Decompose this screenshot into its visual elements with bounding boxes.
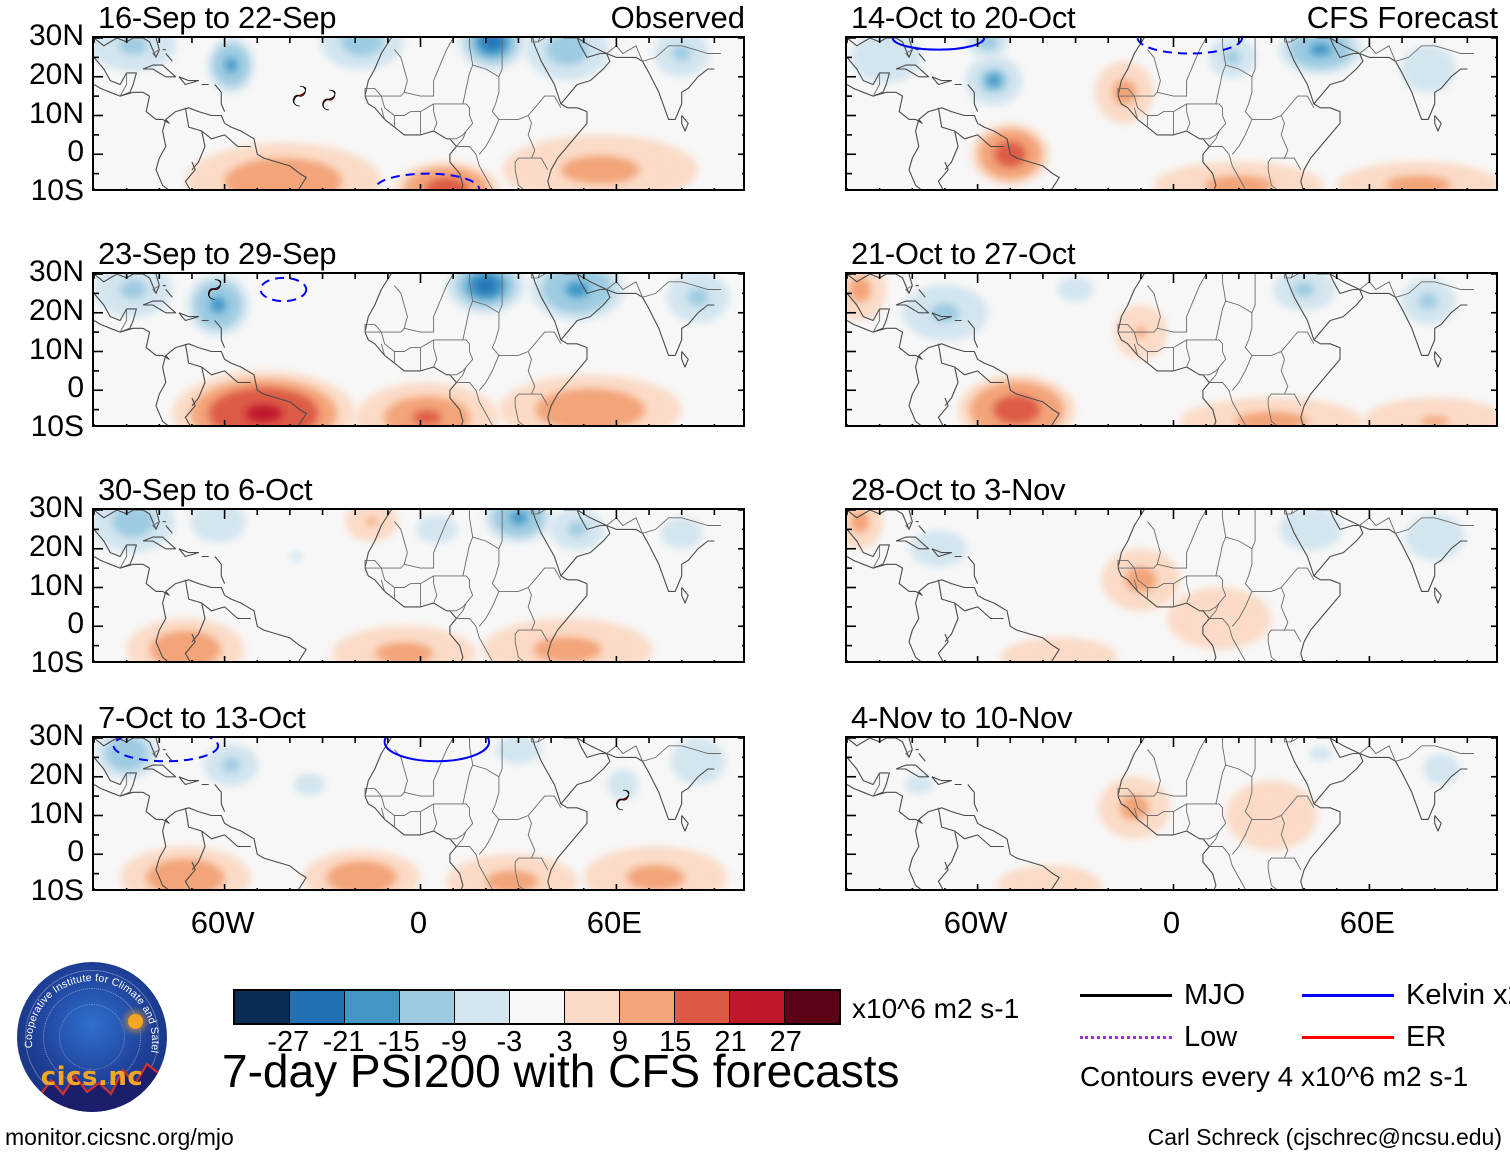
map-panel-8: [845, 736, 1498, 891]
colorbar-segment-2: [345, 991, 400, 1023]
legend-label: MJO: [1184, 979, 1246, 1011]
contour-interval-note: Contours every 4 x10^6 m2 s-1: [1080, 1061, 1469, 1092]
y-axis-labels-row-0: 30N 20N 10N 0 10S: [0, 21, 84, 206]
logo-arc-core: [59, 1004, 125, 1070]
logo-ring-text: Cooperative Institute for Climate and Sa…: [17, 962, 161, 1054]
svg-text:Cooperative Institute for Clim: Cooperative Institute for Climate and Sa…: [17, 962, 161, 1054]
colorbar-tick-1: -21: [322, 1026, 365, 1058]
colorbar: [233, 989, 841, 1025]
y-tick-label: 10S: [30, 174, 84, 207]
x-axis-labels-right: 60W 0 60E: [845, 907, 1498, 947]
colorbar-segment-7: [620, 991, 675, 1023]
y-tick-label: 10N: [28, 568, 84, 602]
legend-swatch-line: [1302, 1036, 1394, 1039]
footer-url[interactable]: monitor.cicsnc.org/mjo: [5, 1124, 234, 1150]
y-axis-labels-row-2: 30N 20N 10N 0 10S: [0, 493, 84, 678]
legend-swatch-line: [1080, 1036, 1172, 1039]
colorbar-segment-9: [730, 991, 785, 1023]
legend-swatch-line: [1302, 994, 1394, 997]
x-axis-labels-left: 60W 0 60E: [92, 907, 745, 947]
wave-legend: MJO Kelvin x2 Low ER: [1080, 979, 1510, 1060]
y-tick-label: 20N: [28, 529, 84, 563]
colorbar-tick-8: 21: [714, 1026, 747, 1058]
y-tick-label: 10S: [30, 874, 84, 907]
y-tick-label: 20N: [28, 57, 84, 91]
map-panel-1: [92, 36, 745, 191]
y-tick-label: 20N: [28, 293, 84, 327]
main-title: 7-day PSI200 with CFS forecasts: [222, 1045, 900, 1097]
panel-title-5: 14-Oct to 20-Oct: [851, 0, 1076, 35]
panel-title-8: 4-Nov to 10-Nov: [851, 700, 1073, 735]
x-tick-label: 0: [409, 905, 428, 940]
map-panel-2: [92, 272, 745, 427]
column-header-right: CFS Forecast: [1306, 0, 1498, 35]
map-panel-3: [92, 508, 745, 663]
map-panel-4: [92, 736, 745, 891]
colorbar-segment-4: [455, 991, 510, 1023]
y-tick-label: 20N: [28, 757, 84, 791]
logo-wordmark: cics.nc: [40, 1062, 144, 1092]
x-tick-label: 60E: [586, 905, 642, 940]
y-axis-labels-row-1: 30N 20N 10N 0 10S: [0, 257, 84, 442]
y-tick-label: 10N: [28, 796, 84, 830]
y-axis-labels-row-3: 30N 20N 10N 0 10S: [0, 721, 84, 906]
legend-swatch-line: [1080, 994, 1172, 997]
legend-label: Low: [1184, 1021, 1238, 1053]
y-tick-label: 10S: [30, 646, 84, 679]
y-tick-label: 10N: [28, 96, 84, 130]
y-tick-label: 0: [67, 835, 84, 869]
x-tick-label: 60W: [190, 905, 255, 940]
panel-title-4: 7-Oct to 13-Oct: [98, 700, 306, 735]
colorbar-segment-10: [785, 991, 839, 1023]
colorbar-tick-labels: -27 -21 -15 -9 -3 3 9 15 21 27: [233, 1028, 841, 1060]
panel-title-2: 23-Sep to 29-Sep: [98, 236, 337, 271]
x-tick-label: 0: [1162, 905, 1181, 940]
y-tick-label: 30N: [28, 491, 84, 524]
colorbar-tick-7: 15: [659, 1026, 692, 1058]
y-tick-label: 10N: [28, 332, 84, 366]
legend-label: Kelvin x2: [1406, 979, 1510, 1011]
logo-arc-inner: [43, 988, 141, 1086]
legend-label: ER: [1406, 1021, 1447, 1053]
map-panel-7: [845, 508, 1498, 663]
y-tick-label: 0: [67, 371, 84, 405]
y-tick-label: 0: [67, 135, 84, 169]
panel-title-1: 16-Sep to 22-Sep: [98, 0, 337, 35]
colorbar-tick-3: -9: [441, 1026, 467, 1058]
colorbar-tick-4: -3: [496, 1026, 523, 1058]
map-panel-5: [845, 36, 1498, 191]
y-tick-label: 30N: [28, 255, 84, 288]
map-panel-6: [845, 272, 1498, 427]
colorbar-segment-3: [400, 991, 455, 1023]
y-tick-label: 10S: [30, 410, 84, 443]
colorbar-tick-2: -15: [377, 1026, 420, 1058]
column-header-left: Observed: [610, 0, 745, 35]
panel-title-3: 30-Sep to 6-Oct: [98, 472, 313, 507]
colorbar-tick-9: 27: [769, 1026, 802, 1058]
colorbar-segment-0: [235, 991, 290, 1023]
y-tick-label: 0: [67, 607, 84, 641]
colorbar-tick-0: -27: [267, 1026, 310, 1058]
colorbar-segment-1: [290, 991, 345, 1023]
cics-nc-logo[interactable]: Cooperative Institute for Climate and Sa…: [17, 962, 167, 1112]
footer-author: Carl Schreck (cjschrec@ncsu.edu): [1147, 1124, 1502, 1150]
x-tick-label: 60E: [1339, 905, 1395, 940]
y-tick-label: 30N: [28, 719, 84, 752]
colorbar-units-label: x10^6 m2 s-1: [852, 993, 1020, 1024]
x-tick-label: 60W: [943, 905, 1008, 940]
colorbar-segment-6: [565, 991, 620, 1023]
colorbar-segment-5: [510, 991, 565, 1023]
colorbar-segment-8: [675, 991, 730, 1023]
y-tick-label: 30N: [28, 19, 84, 52]
panel-title-7: 28-Oct to 3-Nov: [851, 472, 1066, 507]
logo-sun-icon: [128, 1014, 143, 1029]
colorbar-tick-5: 3: [556, 1026, 573, 1058]
panel-title-6: 21-Oct to 27-Oct: [851, 236, 1076, 271]
colorbar-tick-6: 9: [611, 1026, 628, 1058]
logo-mountains-icon: [17, 1062, 167, 1112]
